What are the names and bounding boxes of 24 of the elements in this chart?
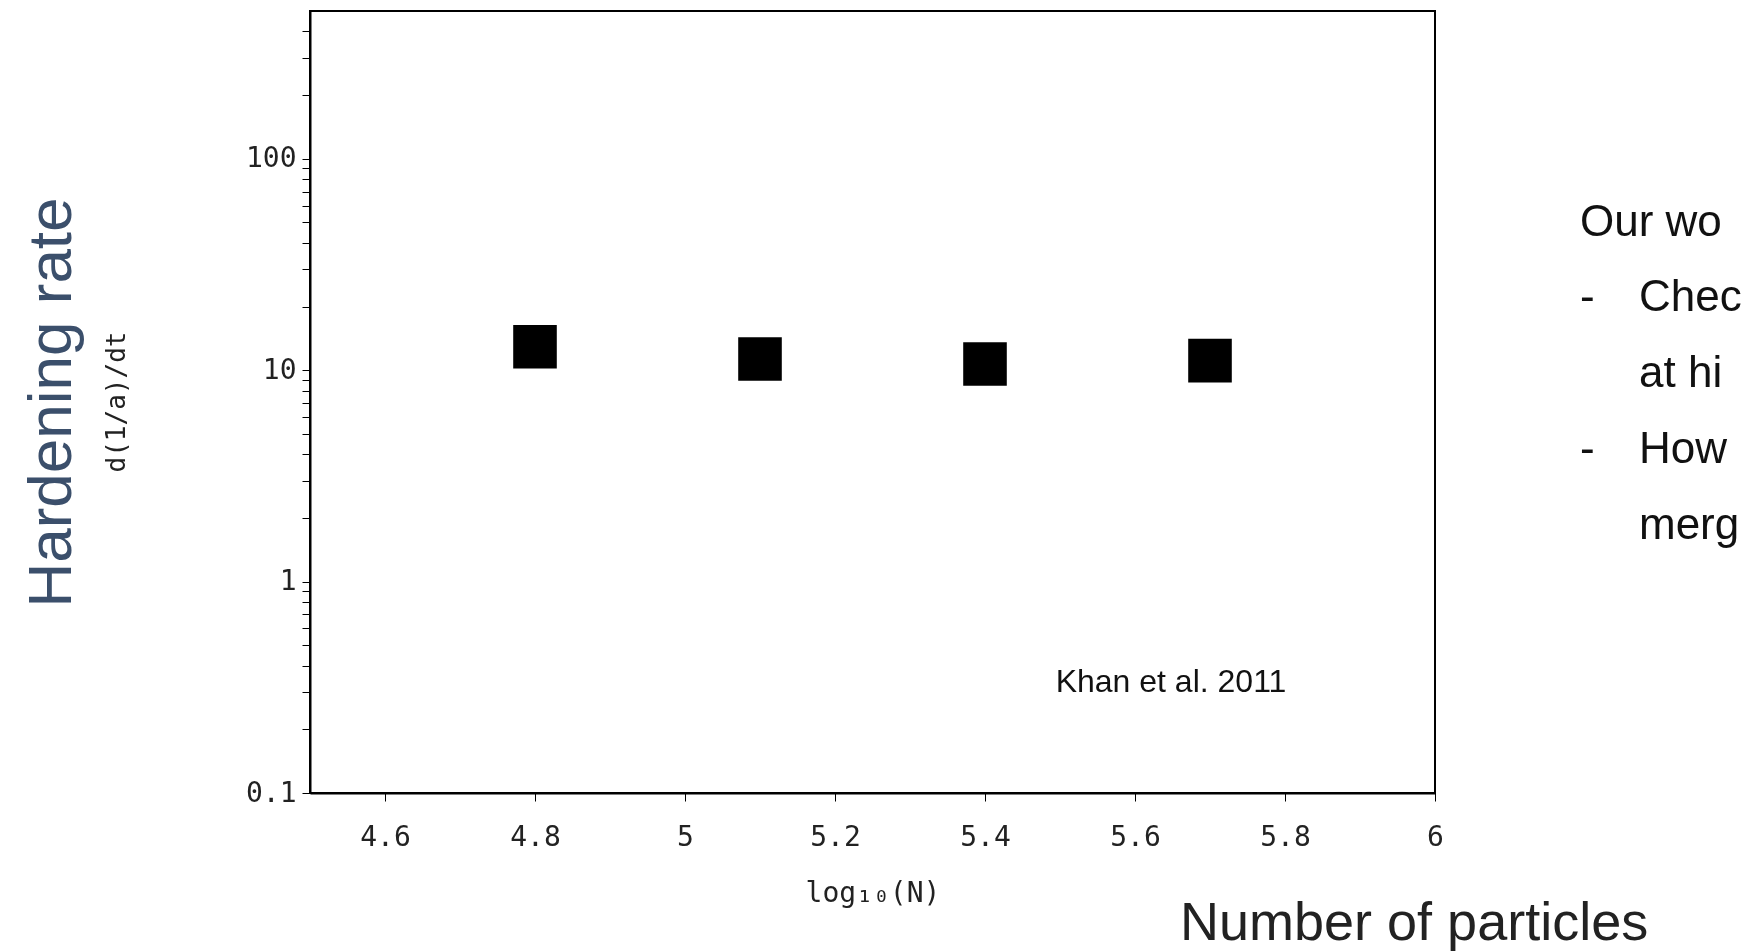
text: -: [1580, 423, 1595, 472]
x-tick-label: 4.8: [510, 819, 561, 853]
y-tick-label: 1: [279, 564, 297, 598]
x-axis-title: log₁₀(N): [805, 875, 941, 909]
text: Chec: [1639, 271, 1742, 320]
text: d(1/a)/dt: [101, 331, 131, 473]
text: -: [1580, 271, 1595, 320]
text: at hi: [1639, 347, 1723, 396]
y-tick-label: 10: [262, 352, 297, 386]
x-tick-label: 5.8: [1260, 819, 1311, 853]
text: merg: [1639, 499, 1740, 548]
y-axis-title: Hardening rate: [14, 197, 84, 608]
x-tick-label: 5: [677, 819, 694, 853]
y-tick-label: 0.1: [245, 775, 297, 809]
x-tick-label: 5.2: [810, 819, 861, 853]
y-tick-label: 100: [245, 141, 297, 175]
text: How: [1639, 423, 1728, 472]
x-tick-label: 5.6: [1110, 819, 1161, 853]
text: Our wo: [1580, 196, 1722, 245]
text: Number of particles: [1180, 891, 1649, 951]
x-tick-label: 6: [1427, 819, 1444, 853]
x-tick-label: 5.4: [960, 819, 1011, 853]
x-tick-label: 4.6: [360, 819, 411, 853]
annotation: Khan et al. 2011: [1055, 663, 1287, 699]
